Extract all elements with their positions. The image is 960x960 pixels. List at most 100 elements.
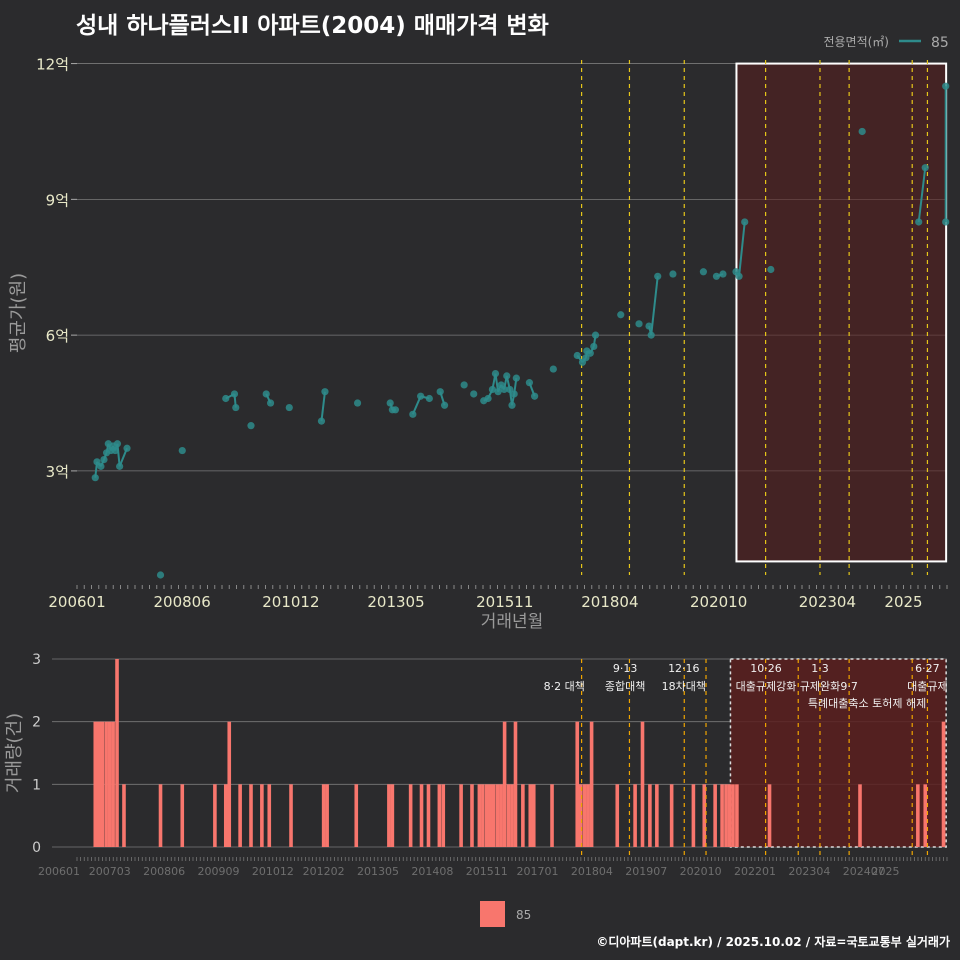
volume-bar <box>510 784 514 847</box>
volume-bar <box>858 784 862 847</box>
volume-bar <box>735 784 739 847</box>
bar-legend-label: 85 <box>516 908 531 922</box>
volume-bar <box>586 784 590 847</box>
bar-x-tick-label: 202304 <box>788 865 830 878</box>
data-point <box>741 218 749 226</box>
bar-x-tick-label: 201408 <box>411 865 453 878</box>
policy-annotation: 9·13 <box>613 662 638 675</box>
data-point <box>285 403 293 412</box>
bar-y-axis-label: 거래량(건) <box>4 713 25 793</box>
volume-bar <box>223 784 228 847</box>
volume-bar <box>111 721 115 847</box>
data-point <box>512 374 520 382</box>
bar-x-tick-label: 202201 <box>734 865 776 878</box>
volume-bar <box>437 784 442 847</box>
data-point <box>97 462 105 470</box>
data-point <box>525 379 534 387</box>
bar-legend-swatch <box>480 901 505 927</box>
series-line-segment <box>917 167 927 223</box>
volume-bar <box>104 721 108 847</box>
bar-x-tick-label: 201907 <box>625 865 667 878</box>
data-point <box>230 390 239 398</box>
data-point <box>767 265 775 274</box>
volume-bar <box>481 784 485 847</box>
volume-bar <box>325 784 329 847</box>
bar-x-tick-label: 201202 <box>303 865 345 878</box>
data-point <box>111 446 119 455</box>
x-tick-label: 201012 <box>262 593 319 611</box>
volume-bar <box>115 659 119 847</box>
volume-bar <box>502 721 507 847</box>
page-title: 성내 하나플러스II 아파트(2004) 매매가격 변화 <box>76 13 549 39</box>
volume-bar <box>426 784 431 847</box>
bar-x-tick-label: 201511 <box>466 865 508 878</box>
data-point <box>858 127 866 136</box>
data-point <box>506 385 514 394</box>
data-point <box>460 381 468 389</box>
volume-bar <box>528 784 533 847</box>
data-point <box>247 422 255 430</box>
bar-y-tick-label: 3 <box>32 652 41 668</box>
policy-annotation: 토허제 해제 <box>872 696 926 710</box>
volume-bar <box>390 784 395 847</box>
y-tick-label: 6억 <box>46 327 69 345</box>
policy-annotation: 대출규제강화 <box>736 680 797 693</box>
policy-annotation: 8·2 대책 <box>544 680 585 693</box>
data-point <box>178 446 186 455</box>
x-tick-label: 202010 <box>690 593 747 611</box>
volume-bar <box>387 784 391 847</box>
volume-bar <box>100 721 105 847</box>
volume-bar <box>96 721 101 847</box>
data-point <box>635 320 643 328</box>
data-point <box>549 365 557 373</box>
data-point <box>590 342 598 351</box>
volume-bar <box>648 784 652 847</box>
data-point <box>391 406 400 414</box>
data-point <box>921 164 929 172</box>
series-line-segment <box>320 391 326 422</box>
data-point <box>582 354 590 362</box>
data-point <box>510 390 518 398</box>
data-point <box>113 440 122 448</box>
bar-x-tick-label: 201305 <box>357 865 399 878</box>
policy-annotation: 종합대책 <box>605 680 645 693</box>
policy-annotation: 1·3 <box>811 662 829 675</box>
volume-bar <box>260 784 264 847</box>
volume-bar <box>354 784 359 847</box>
policy-annotation: 9·7 <box>840 680 858 693</box>
volume-bar <box>122 784 126 847</box>
volume-bar <box>702 784 707 847</box>
volume-bar <box>499 784 503 847</box>
policy-annotation: 6·27 <box>915 662 940 675</box>
volume-bar <box>408 784 413 847</box>
data-point <box>91 474 99 482</box>
volume-bar <box>640 721 645 847</box>
volume-bar <box>731 784 735 847</box>
volume-bar <box>575 721 580 847</box>
volume-bar <box>713 784 717 847</box>
data-point <box>669 270 677 278</box>
x-tick-label: 201804 <box>581 593 638 611</box>
volume-bar <box>484 784 489 847</box>
volume-bar <box>441 784 446 847</box>
data-point <box>409 410 417 418</box>
x-tick-label: 2025 <box>884 593 922 611</box>
volume-bar <box>321 784 326 847</box>
bar-x-tick-label: 200909 <box>198 865 240 878</box>
highlight-region <box>735 62 948 563</box>
volume-bar <box>767 784 772 847</box>
volume-bar <box>238 784 242 847</box>
volume-bar <box>916 784 920 847</box>
bar-x-tick-label: 200703 <box>89 865 131 878</box>
data-point <box>440 401 449 409</box>
series-line-segment <box>738 221 746 277</box>
bar-x-tick-label: 201012 <box>252 865 294 878</box>
data-point <box>573 351 581 360</box>
data-point <box>156 571 165 579</box>
y-tick-label: 9억 <box>46 191 69 209</box>
bar-x-tick-label: 201701 <box>517 865 559 878</box>
data-point <box>586 349 594 357</box>
volume-bar <box>289 784 293 847</box>
y-axis-label: 평균가(원) <box>8 273 29 353</box>
